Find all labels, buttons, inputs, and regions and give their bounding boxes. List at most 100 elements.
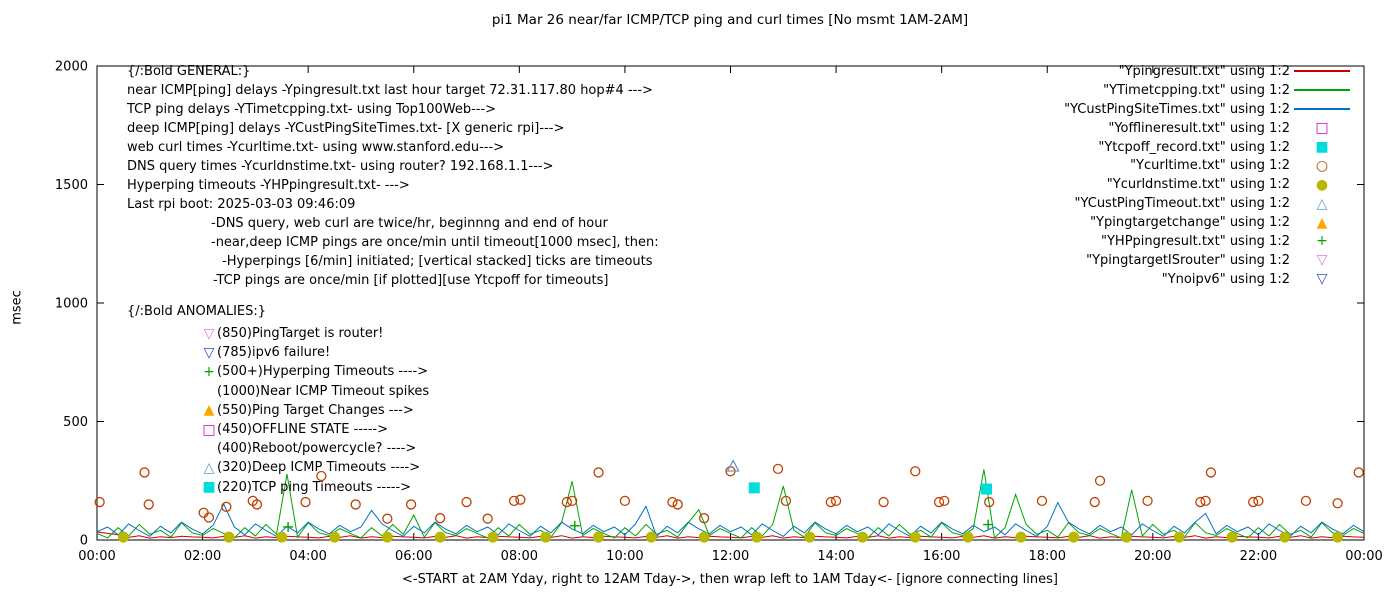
- series-line-Ypingresult.txt: [96, 531, 1365, 539]
- series-line-YCustPingSiteTimes.txt: [96, 501, 1365, 538]
- series-point-Ycurldnstime.txt: [1068, 531, 1080, 543]
- series-point-Ycurltime.txt: [910, 466, 921, 477]
- general-line-7: Last rpi boot: 2025-03-03 09:46:09: [127, 197, 356, 212]
- anomaly-item-6: (400)Reboot/powercycle? ---->: [201, 439, 429, 458]
- general-line-0: {/:Bold GENERAL:}: [127, 64, 251, 79]
- y-tick-label: 1500: [55, 178, 88, 193]
- legend-item-Ypingtargetchange: "Ypingtargetchange" using 1:2 ▲: [1064, 213, 1354, 232]
- x-tick-label: 04:00: [289, 549, 326, 564]
- series-point-Ycurltime.txt: [1036, 495, 1048, 507]
- series-point-Ycurldnstime.txt: [1173, 531, 1185, 543]
- x-tick-label: 10:00: [606, 549, 643, 564]
- x-tick-label: 20:00: [1134, 549, 1171, 564]
- legend-item-label: "Ycurldnstime.txt" using 1:2: [1106, 177, 1290, 193]
- series-point-Ycurltime.txt: [515, 494, 526, 505]
- legend-sample-square-filled-icon: ■: [1290, 140, 1354, 154]
- legend-line-swatch: [1294, 89, 1350, 92]
- series-point-Ycurltime.txt: [672, 499, 683, 510]
- circle-filled-icon: ●: [1315, 176, 1329, 193]
- x-tick-label: 16:00: [923, 549, 960, 564]
- series-point-Ycurldnstime.txt: [1120, 531, 1132, 543]
- series-point-Ycurltime.txt: [221, 501, 232, 512]
- series-point-Ycurltime.txt: [825, 496, 836, 508]
- general-line-6: Hyperping timeouts -YHPpingresult.txt- -…: [127, 178, 410, 193]
- legend-item-label: "YpingtargetISrouter" using 1:2: [1086, 252, 1290, 268]
- legend-item-label: "Ypingresult.txt" using 1:2: [1118, 63, 1290, 79]
- series-point-Ycurltime.txt: [561, 496, 572, 508]
- general-line-3: deep ICMP[ping] delays -YCustPingSiteTim…: [127, 121, 565, 136]
- legend-sample-circle-filled-icon: ●: [1290, 178, 1354, 192]
- legend-item-Yofflineresult.txt: "Yofflineresult.txt" using 1:2 □: [1064, 119, 1354, 138]
- series-point-Ycurldnstime.txt: [487, 531, 499, 543]
- legend-item-label: "YTimetcpping.txt" using 1:2: [1103, 82, 1290, 98]
- series-point-Ycurldnstime.txt: [962, 531, 974, 543]
- legend-item-Ycurldnstime.txt: "Ycurldnstime.txt" using 1:2 ●: [1064, 175, 1354, 194]
- series-point-YCustPingTimeout.txt: [726, 459, 740, 472]
- legend-sample-triangle-filled-icon: ▲: [1290, 216, 1354, 230]
- legend-item-Ynoipv6: "Ynoipv6" using 1:2 ▽: [1064, 270, 1354, 289]
- series-point-Ycurldnstime.txt: [698, 531, 710, 543]
- anomaly-item-2: + (500+)Hyperping Timeouts ---->: [201, 362, 429, 381]
- y-tick-label: 2000: [55, 60, 88, 75]
- anomaly-item-4: ▲ (550)Ping Target Changes --->: [201, 401, 429, 420]
- series-point-Ycurldnstime.txt: [1332, 531, 1344, 543]
- series-point-Ycurltime.txt: [1300, 495, 1312, 507]
- series-point-Ycurltime.txt: [1253, 495, 1264, 507]
- triangle-open-icon: △: [203, 459, 215, 476]
- x-axis-label: <-START at 2AM Yday, right to 12AM Tday-…: [402, 572, 1058, 587]
- legend-item-Ycurltime.txt: "Ycurltime.txt" using 1:2 ○: [1064, 156, 1354, 175]
- series-point-Ycurldnstime.txt: [117, 531, 129, 543]
- series-point-Ycurltime.txt: [198, 507, 209, 518]
- series-point-Ycurltime.txt: [1332, 498, 1343, 509]
- legend-sample-line-icon: [1290, 89, 1354, 92]
- series-point-Ycurltime.txt: [139, 467, 150, 478]
- series-point-Ycurltime.txt: [350, 499, 361, 510]
- y-tick-label: 0: [80, 534, 88, 549]
- legend-item-YHPpingresult.txt: "YHPpingresult.txt" using 1:2 +: [1064, 232, 1354, 251]
- y-tick-label: 1000: [55, 297, 88, 312]
- series-point-Ycurltime.txt: [593, 467, 604, 478]
- y-tick-label: 500: [63, 415, 88, 430]
- x-tick-label: 14:00: [817, 549, 854, 564]
- legend-item-Ytcpoff_record.txt: "Ytcpoff_record.txt" using 1:2 ■: [1064, 138, 1354, 157]
- series-point-Ycurltime.txt: [1205, 467, 1217, 478]
- series-point-Ycurltime.txt: [780, 495, 792, 507]
- series-point-Ycurldnstime.txt: [276, 531, 288, 543]
- series-point-Ycurltime.txt: [1200, 495, 1211, 507]
- legend-item-label: "YHPpingresult.txt" using 1:2: [1101, 233, 1290, 249]
- legend-sample-triangle-open-icon: △: [1290, 197, 1354, 211]
- legend-item-label: "Yofflineresult.txt" using 1:2: [1108, 120, 1290, 136]
- x-tick-label: 00:00: [78, 549, 115, 564]
- series-point-Ycurltime.txt: [143, 499, 154, 510]
- x-tick-label: 08:00: [501, 549, 538, 564]
- series-point-Ycurldnstime.txt: [751, 531, 763, 543]
- anomaly-item-text: (1000)Near ICMP Timeout spikes: [217, 383, 430, 399]
- triangle-filled-icon: ▲: [203, 402, 215, 419]
- general-annotations: {/:Bold GENERAL:} near ICMP[ping] delays …: [127, 64, 659, 292]
- plus-icon: +: [1316, 233, 1328, 250]
- legend-sample-line-icon: [1290, 70, 1354, 73]
- series-point-Ycurldnstime.txt: [909, 531, 921, 543]
- legend: "Ypingresult.txt" using 1:2 "YTimetcpping…: [1064, 62, 1354, 289]
- anomaly-item-text: (550)Ping Target Changes --->: [217, 402, 414, 418]
- series-point-Ycurldnstime.txt: [1279, 531, 1291, 543]
- legend-sample-circle-open-icon: ○: [1290, 159, 1354, 173]
- series-point-Ycurltime.txt: [461, 496, 472, 508]
- anomaly-item-text: (500+)Hyperping Timeouts ---->: [217, 364, 429, 380]
- series-point-Ycurltime.txt: [1195, 496, 1206, 508]
- legend-item-label: "YCustPingSiteTimes.txt" using 1:2: [1064, 101, 1290, 117]
- legend-sample-line-icon: [1290, 108, 1354, 111]
- legend-item-YpingtargetISrouter: "YpingtargetISrouter" using 1:2 ▽: [1064, 251, 1354, 270]
- series-point-Ycurltime.txt: [933, 496, 945, 508]
- series-point-Ycurldnstime.txt: [434, 531, 446, 543]
- general-line-9: -near,deep ICMP pings are once/min until…: [211, 235, 659, 250]
- legend-item-label: "Ypingtargetchange" using 1:2: [1090, 215, 1290, 231]
- nabla-open-icon: ▽: [203, 344, 215, 361]
- triangle-filled-icon: ▲: [1316, 214, 1328, 231]
- anomaly-item-7: △ (320)Deep ICMP Timeouts ---->: [201, 458, 429, 477]
- square-filled-icon: ■: [1315, 139, 1329, 155]
- legend-line-swatch: [1294, 70, 1350, 73]
- series-point-Ytcpoff_record.txt: [981, 483, 993, 495]
- legend-sample-nabla-open-icon: ▽: [1290, 272, 1354, 286]
- legend-item-label: "YCustPingTimeout.txt" using 1:2: [1074, 196, 1290, 212]
